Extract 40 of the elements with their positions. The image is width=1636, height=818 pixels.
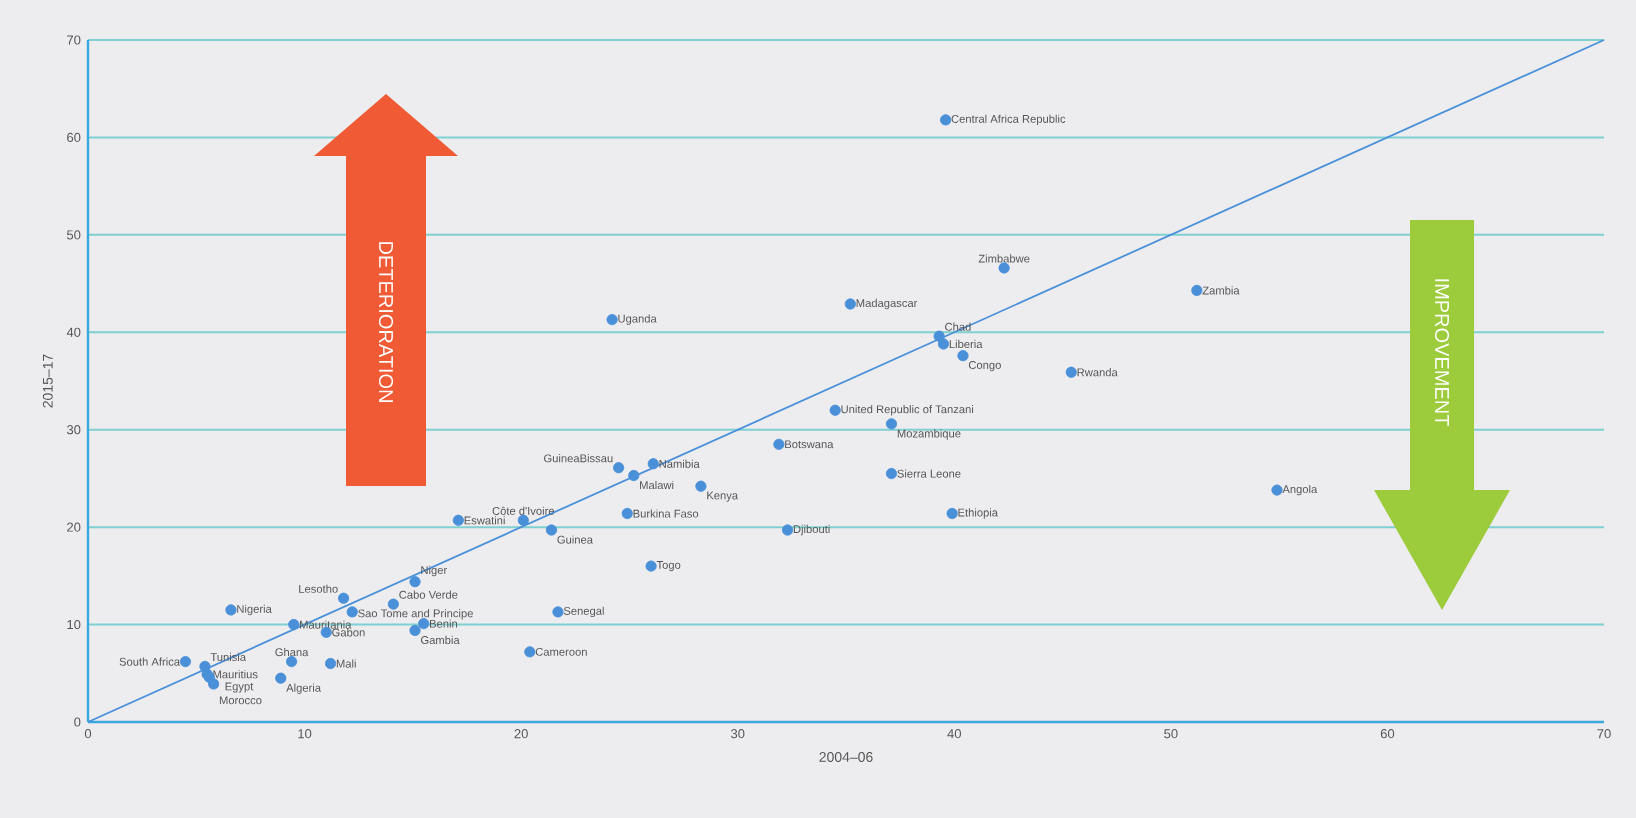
point bbox=[275, 672, 287, 684]
point bbox=[452, 514, 464, 526]
point bbox=[545, 524, 558, 536]
point bbox=[946, 507, 958, 520]
point bbox=[628, 469, 640, 482]
point bbox=[781, 524, 794, 536]
point bbox=[225, 604, 237, 616]
point bbox=[517, 514, 529, 526]
point bbox=[1271, 484, 1283, 496]
point bbox=[998, 262, 1010, 274]
annotation: IMPROVEMENT bbox=[1434, 279, 1450, 426]
point bbox=[937, 338, 950, 350]
point bbox=[418, 618, 430, 630]
point bbox=[773, 438, 785, 450]
point bbox=[940, 114, 952, 126]
point bbox=[1191, 284, 1203, 296]
point bbox=[324, 657, 337, 670]
point bbox=[695, 480, 707, 492]
point bbox=[552, 606, 564, 618]
point bbox=[409, 624, 421, 637]
point bbox=[621, 507, 633, 520]
point bbox=[387, 598, 399, 610]
point bbox=[885, 467, 898, 480]
point bbox=[346, 606, 358, 618]
point bbox=[524, 646, 536, 658]
point bbox=[337, 592, 350, 604]
annotation: DETERIORATION bbox=[378, 242, 394, 402]
point bbox=[844, 298, 856, 310]
point bbox=[606, 314, 618, 326]
point bbox=[208, 678, 220, 690]
point bbox=[645, 560, 657, 572]
point bbox=[288, 618, 300, 631]
point bbox=[957, 350, 969, 362]
point bbox=[647, 458, 659, 470]
point bbox=[409, 576, 421, 588]
point bbox=[179, 655, 192, 668]
point bbox=[1065, 366, 1077, 378]
point bbox=[829, 404, 841, 416]
point bbox=[885, 418, 898, 430]
point bbox=[613, 462, 625, 474]
